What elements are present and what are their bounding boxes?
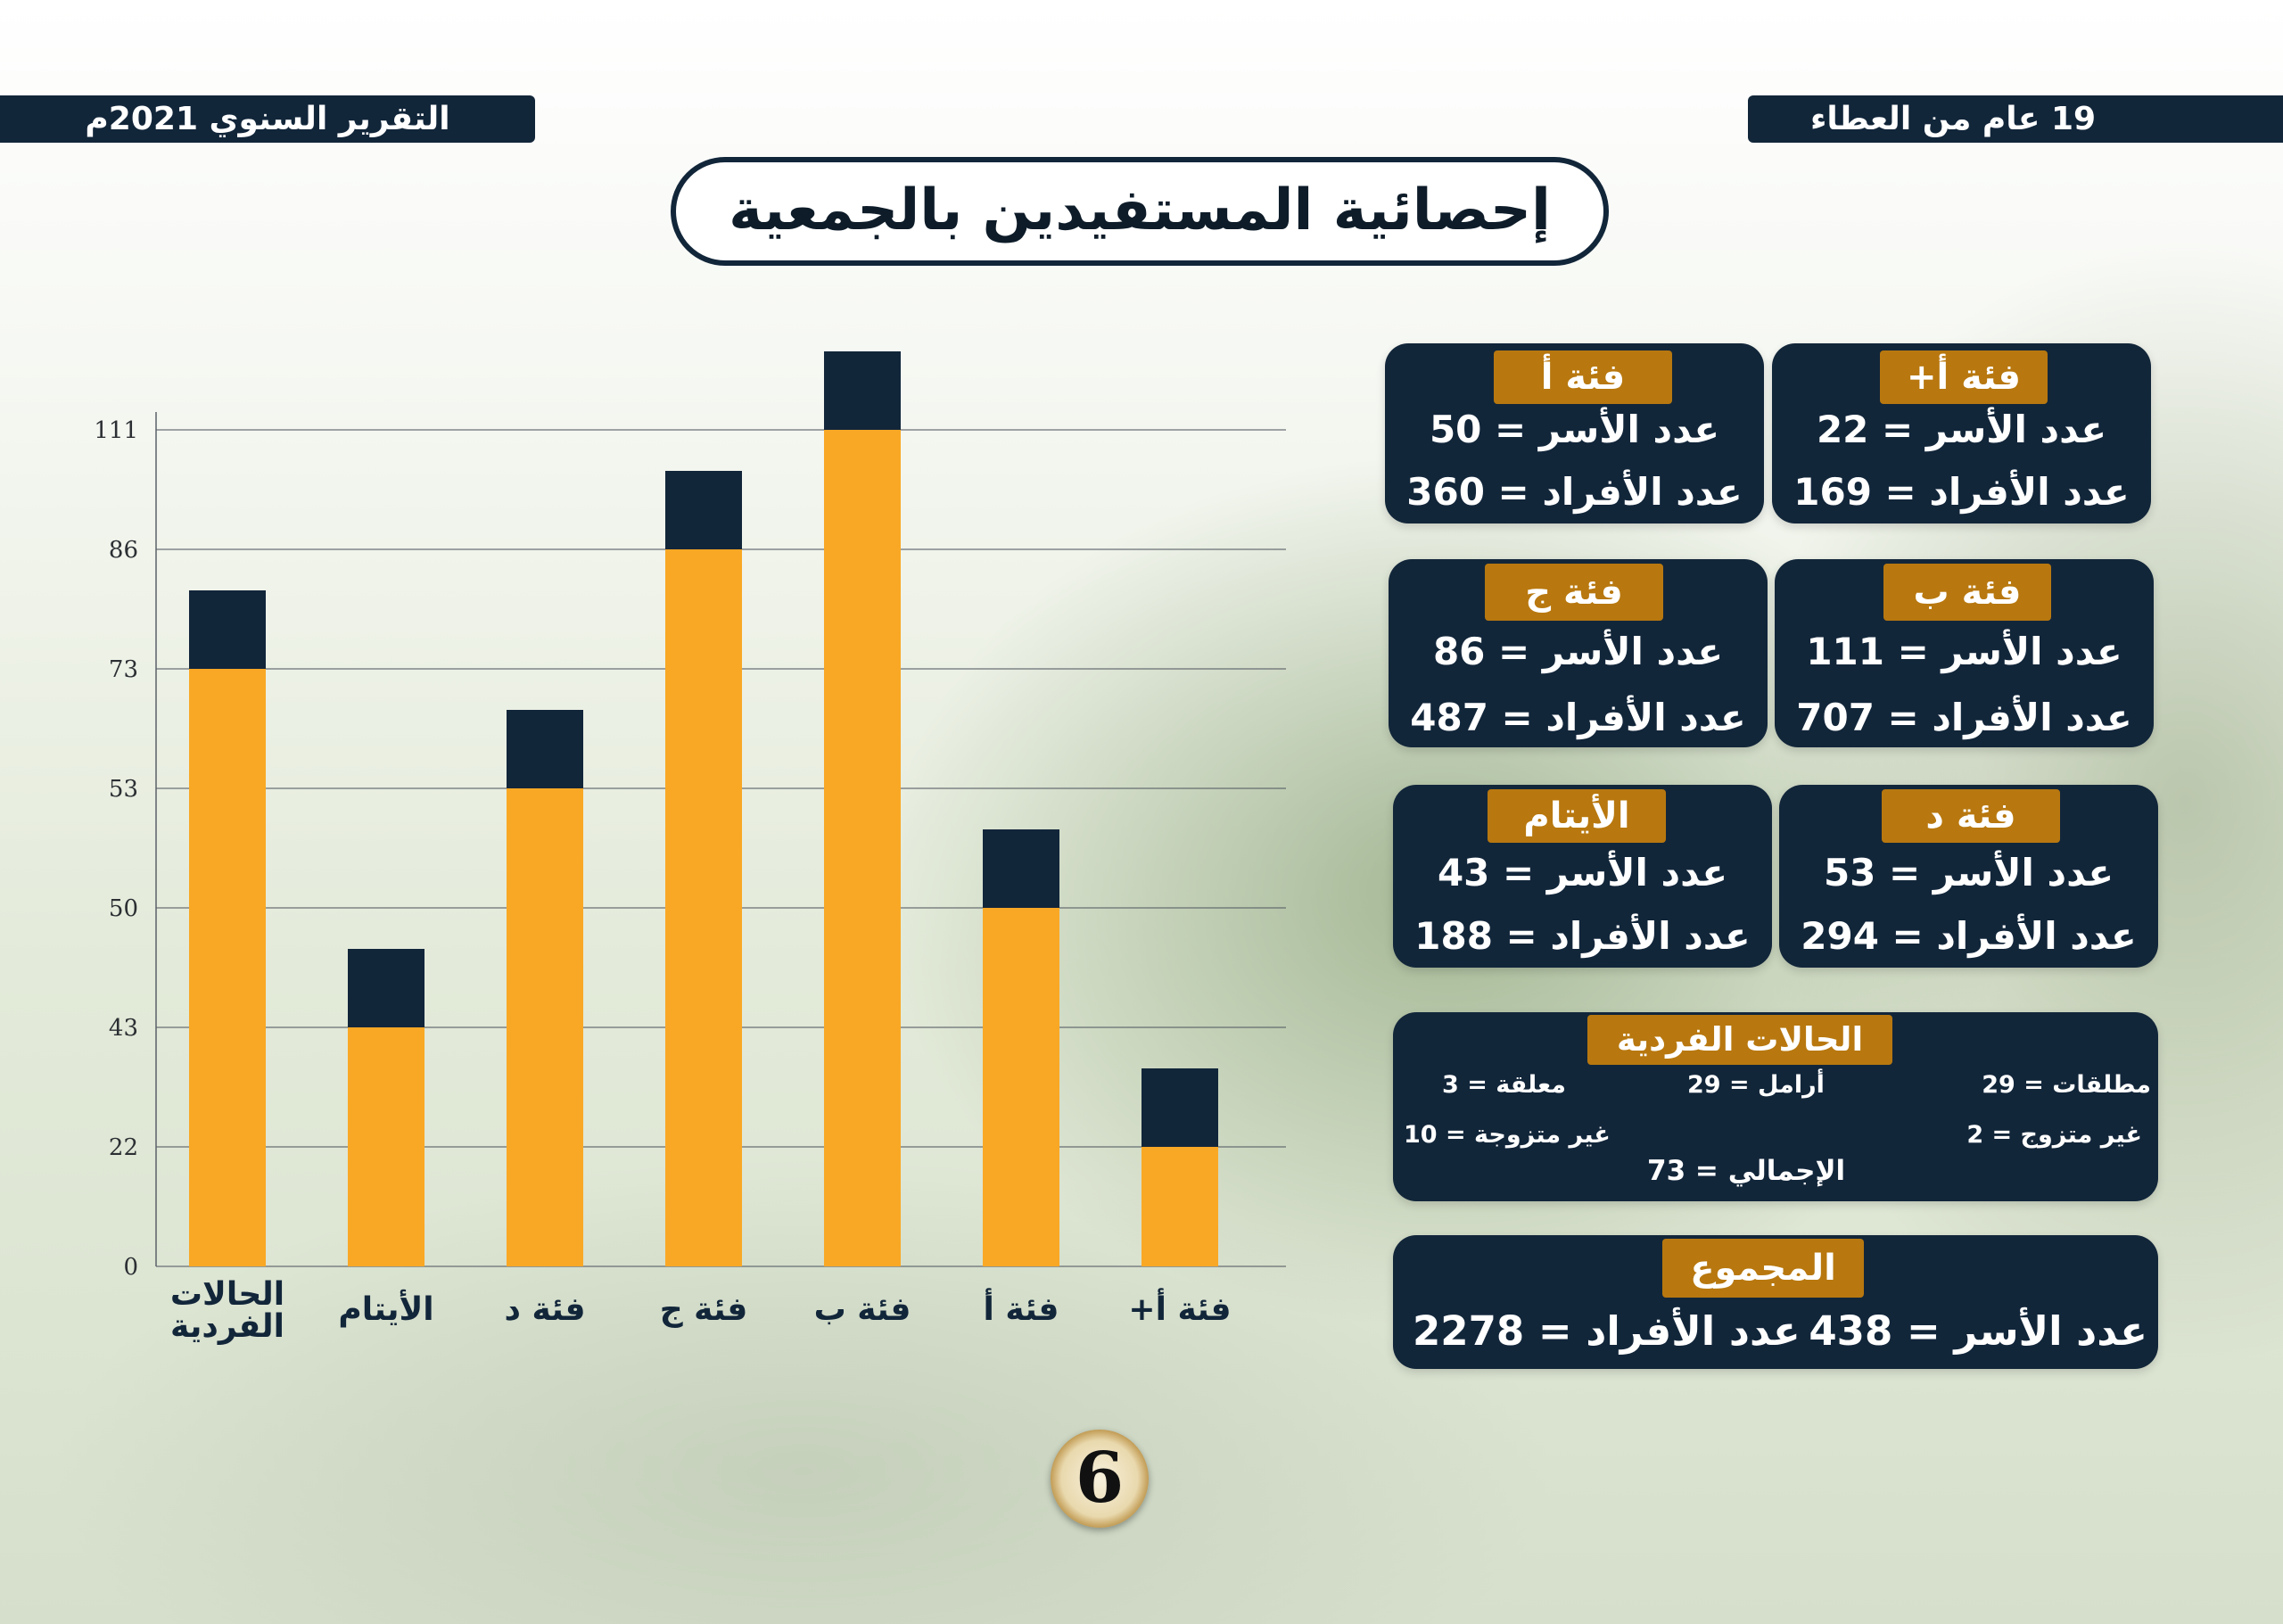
bar-cap xyxy=(507,710,583,788)
card-badge: المجموع xyxy=(1662,1239,1864,1298)
unmarried-male-count: غير متزوج = 2 xyxy=(1966,1121,2142,1149)
suspended-count: معلقة = 3 xyxy=(1442,1071,1567,1099)
bar-cap xyxy=(189,590,266,669)
y-tick-label: 111 xyxy=(94,417,138,444)
card-b: فئة ب عدد الأسر = 111 عدد الأفراد = 707 xyxy=(1775,559,2154,747)
card-members: عدد الأفراد = 360 xyxy=(1406,470,1743,514)
card-members: عدد الأفراد = 188 xyxy=(1414,914,1751,958)
bar xyxy=(983,908,1059,1266)
card-badge: فئة أ xyxy=(1494,350,1672,404)
bar-cap xyxy=(1142,1068,1218,1147)
bar xyxy=(1142,1147,1218,1266)
report-year-banner: التقرير السنوي 2021م xyxy=(0,95,535,143)
card-a-plus: فئة أ+ عدد الأسر = 22 عدد الأفراد = 169 xyxy=(1772,343,2151,523)
widows-count: أرامل = 29 xyxy=(1687,1071,1825,1099)
y-tick-label: 0 xyxy=(123,1254,138,1281)
x-tick-label: فئة أ+ xyxy=(1128,1288,1231,1328)
y-tick-label: 73 xyxy=(109,656,138,683)
card-orphans: الأيتام عدد الأسر = 43 عدد الأفراد = 188 xyxy=(1393,785,1772,968)
bar-cap xyxy=(665,471,742,549)
card-families: عدد الأسر = 50 xyxy=(1429,408,1720,451)
bar-cap xyxy=(983,829,1059,908)
x-tick-label: فئة د xyxy=(504,1291,585,1328)
unmarried-female-count: غير متزوجة = 10 xyxy=(1404,1121,1611,1149)
y-tick-label: 43 xyxy=(109,1015,138,1042)
total-members: عدد الأفراد = 2278 xyxy=(1413,1307,1801,1355)
y-tick-label: 22 xyxy=(109,1134,138,1161)
card-families: عدد الأسر = 86 xyxy=(1432,630,1724,673)
card-families: عدد الأسر = 53 xyxy=(1823,851,2114,894)
card-badge: الحالات الفردية xyxy=(1587,1015,1892,1065)
card-d: فئة د عدد الأسر = 53 عدد الأفراد = 294 xyxy=(1779,785,2158,968)
card-individual-cases: الحالات الفردية مطلقات = 29 أرامل = 29 م… xyxy=(1393,1012,2158,1201)
card-families: عدد الأسر = 22 xyxy=(1816,408,2107,451)
divorced-count: مطلقات = 29 xyxy=(1982,1071,2151,1099)
card-members: عدد الأفراد = 169 xyxy=(1793,470,2130,514)
card-families: عدد الأسر = 111 xyxy=(1806,630,2122,673)
card-badge: الأيتام xyxy=(1488,789,1666,843)
card-badge: فئة أ+ xyxy=(1880,350,2048,404)
card-members: عدد الأفراد = 487 xyxy=(1410,696,1746,739)
bar xyxy=(507,788,583,1266)
x-tick-label: فئة ب xyxy=(814,1291,911,1328)
beneficiaries-bar-chart: 0 22 43 50 53 73 86 111 فئة أ+ فئة أ فئة ب فئة ج فئة… xyxy=(94,351,1286,1345)
y-tick-label: 53 xyxy=(109,776,138,803)
x-tick-label: فئة أ xyxy=(984,1288,1059,1328)
card-a: فئة أ عدد الأسر = 50 عدد الأفراد = 360 xyxy=(1385,343,1764,523)
bar-cap xyxy=(348,949,424,1027)
y-tick-label: 50 xyxy=(109,895,138,922)
bar xyxy=(189,669,266,1266)
bar xyxy=(665,549,742,1266)
card-members: عدد الأفراد = 294 xyxy=(1801,914,2137,958)
card-members: عدد الأفراد = 707 xyxy=(1796,696,2132,739)
x-tick-label: فئة ج xyxy=(660,1291,748,1328)
bar xyxy=(348,1027,424,1266)
card-badge: فئة ب xyxy=(1883,564,2051,621)
x-tick-label: الأيتام xyxy=(338,1289,433,1328)
chart-labels: 0 22 43 50 53 73 86 111 فئة أ+ فئة أ فئة ب فئة ج فئة… xyxy=(94,417,1231,1345)
x-tick-label: الفردية xyxy=(170,1308,284,1345)
page-title: إحصائية المستفيدين بالجمعية xyxy=(671,157,1609,266)
bar-cap xyxy=(824,351,901,430)
years-of-giving-banner: 19 عام من العطاء xyxy=(1748,95,2283,143)
bar xyxy=(824,430,901,1266)
card-badge: فئة د xyxy=(1882,789,2060,843)
page-number: 6 xyxy=(1051,1430,1149,1528)
card-families: عدد الأسر = 43 xyxy=(1437,851,1728,894)
card-c: فئة ج عدد الأسر = 86 عدد الأفراد = 487 xyxy=(1389,559,1768,747)
total-families: عدد الأسر = 438 xyxy=(1809,1307,2147,1355)
card-badge: فئة ج xyxy=(1485,564,1663,621)
card-totals: المجموع عدد الأسر = 438 عدد الأفراد = 22… xyxy=(1393,1235,2158,1369)
individual-cases-total: الإجمالي = 73 xyxy=(1647,1155,1846,1187)
chart-bars xyxy=(189,351,1218,1266)
x-tick-label: الحالات xyxy=(170,1276,284,1313)
y-tick-label: 86 xyxy=(109,537,138,564)
